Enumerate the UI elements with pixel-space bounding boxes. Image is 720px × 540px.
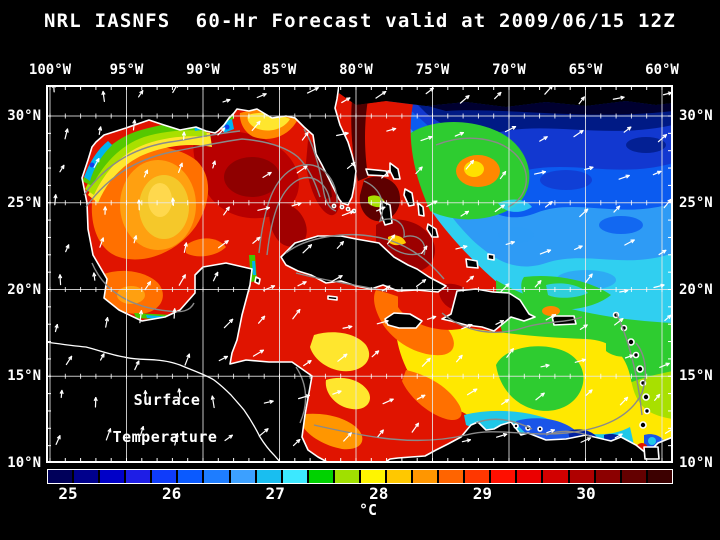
colorbar-segment <box>647 470 672 483</box>
colorbar-tick-label: 30 <box>576 484 596 503</box>
wind-vectors <box>51 83 675 447</box>
colorbar-segment <box>178 470 203 483</box>
x-axis-tick-label: 90°W <box>186 62 220 78</box>
colorbar-segment <box>308 470 333 483</box>
bahamas-grand-bahama <box>365 168 389 177</box>
y-axis-tick-label-left: 15°N <box>7 368 41 385</box>
x-axis-tick-label: 75°W <box>415 62 450 78</box>
x-axis-tick-label: 85°W <box>262 62 297 78</box>
model-domain-boundary <box>339 85 673 107</box>
colorbar-segment <box>465 470 490 483</box>
bahamas-great-inagua <box>465 258 479 269</box>
colorbar-tick-label: 27 <box>265 484 285 503</box>
gulf-stream-red <box>351 99 476 289</box>
overlay-label-temperature: Temperature <box>112 428 218 446</box>
colorbar-tick-label: 28 <box>369 484 389 503</box>
map-frame <box>46 85 673 463</box>
colorbar-segment <box>595 470 620 483</box>
cuba-island <box>280 235 447 293</box>
graticule <box>46 85 673 463</box>
colorbar-segment <box>230 470 255 483</box>
y-axis-tick-label-left: 25°N <box>7 194 41 211</box>
x-axis-tick-label: 65°W <box>568 62 603 78</box>
colorbar-unit: °C <box>358 501 378 519</box>
y-axis-tick-label-left: 10°N <box>7 455 41 471</box>
colorbar-segment <box>100 470 125 483</box>
colorbar-segment <box>387 470 412 483</box>
colorbar-segment <box>491 470 516 483</box>
colorbar-segment <box>517 470 542 483</box>
temperature-colorbar <box>47 469 673 484</box>
x-axis-tick-label: 60°W <box>645 62 679 78</box>
cayman-islands <box>327 295 338 301</box>
trinidad-island <box>643 446 660 460</box>
x-axis-tick-label: 80°W <box>339 62 373 78</box>
colorbar-segment <box>74 470 99 483</box>
colorbar-segment <box>413 470 438 483</box>
jamaica-island <box>384 312 423 329</box>
x-axis-tick-label: 70°W <box>492 62 526 78</box>
gulf-stream-eddy <box>394 121 532 220</box>
turks-caicos <box>487 253 495 261</box>
colorbar-segment <box>621 470 646 483</box>
hispaniola-island <box>441 288 536 332</box>
colorbar-segment <box>204 470 229 483</box>
current-contours <box>83 128 647 442</box>
y-axis-tick-label-right: 20°N <box>679 281 713 298</box>
colorbar-segment <box>334 470 359 483</box>
colorbar-segment <box>439 470 464 483</box>
y-axis-tick-label-right: 10°N <box>679 455 713 471</box>
pacific-coastline <box>45 341 282 464</box>
colorbar-segment <box>282 470 307 483</box>
x-axis-tick-label: 100°W <box>28 62 72 78</box>
y-axis-tick-label-right: 25°N <box>679 194 713 211</box>
colorbar-tick-label: 25 <box>58 484 78 503</box>
cozumel-island <box>254 276 261 285</box>
colorbar-segment <box>569 470 594 483</box>
map-area <box>45 83 675 464</box>
colorbar-segment <box>126 470 151 483</box>
colorbar-segment <box>256 470 281 483</box>
sst-map <box>45 83 675 464</box>
overlay-label-surface: Surface <box>133 391 201 409</box>
y-axis-tick-label-left: 20°N <box>7 281 41 298</box>
north-america-land <box>45 84 357 464</box>
x-axis-tick-label: 95°W <box>109 62 144 78</box>
bahamas-eleuthera <box>403 188 415 207</box>
y-axis-tick-label-left: 30°N <box>7 108 41 124</box>
colorbar-tick-label: 26 <box>161 484 182 503</box>
colorbar-segment <box>152 470 177 483</box>
y-axis-tick-label-right: 15°N <box>679 368 713 385</box>
page-title: NRL IASNFS 60-Hr Forecast valid at 2009/… <box>44 10 676 32</box>
y-axis-tick-label-right: 30°N <box>679 108 713 124</box>
bahamas-cat-island <box>417 202 425 217</box>
colorbar-segment <box>543 470 568 483</box>
colorbar-tick-label: 29 <box>472 484 493 503</box>
colorbar-segment <box>48 470 73 483</box>
south-america-land <box>383 421 674 464</box>
colorbar-segment <box>360 470 386 483</box>
